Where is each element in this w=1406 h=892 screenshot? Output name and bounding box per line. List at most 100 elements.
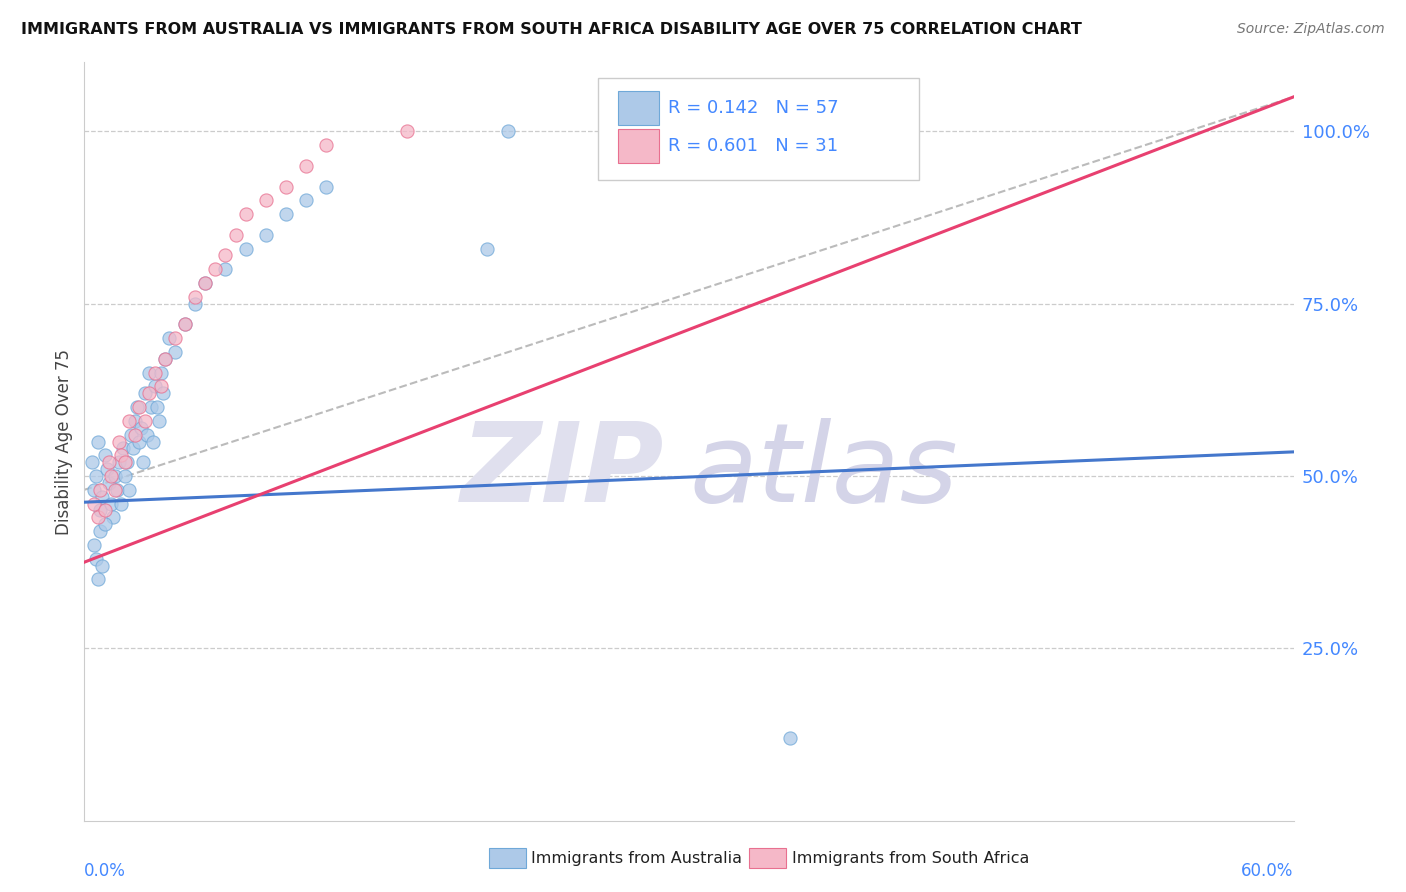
FancyBboxPatch shape xyxy=(617,129,659,162)
Point xyxy=(165,345,187,359)
Point xyxy=(395,124,418,138)
Point xyxy=(149,379,172,393)
Point xyxy=(118,483,141,497)
Point xyxy=(225,227,247,242)
Point xyxy=(184,296,207,310)
Point xyxy=(110,497,132,511)
Point xyxy=(153,351,176,366)
Point xyxy=(83,483,105,497)
Point xyxy=(146,400,169,414)
Point xyxy=(87,573,110,587)
Point xyxy=(194,276,217,290)
Point xyxy=(477,242,499,256)
Point xyxy=(107,455,129,469)
Point xyxy=(89,524,111,538)
Point xyxy=(274,207,297,221)
Point xyxy=(87,510,110,524)
Text: R = 0.601   N = 31: R = 0.601 N = 31 xyxy=(668,136,838,155)
Point xyxy=(114,455,136,469)
Point xyxy=(91,490,114,504)
Point xyxy=(153,351,176,366)
Y-axis label: Disability Age Over 75: Disability Age Over 75 xyxy=(55,349,73,534)
Point xyxy=(142,434,165,449)
Text: 60.0%: 60.0% xyxy=(1241,863,1294,880)
Point xyxy=(87,434,110,449)
Point xyxy=(104,483,127,497)
Point xyxy=(128,434,150,449)
Point xyxy=(89,483,111,497)
Point xyxy=(134,386,156,401)
Point xyxy=(105,483,128,497)
Point xyxy=(214,262,236,277)
Point xyxy=(138,366,160,380)
Point xyxy=(104,469,127,483)
Point xyxy=(174,318,197,332)
Point xyxy=(86,469,108,483)
Point xyxy=(115,455,138,469)
Point xyxy=(779,731,801,745)
Point xyxy=(254,194,277,208)
FancyBboxPatch shape xyxy=(617,91,659,125)
Point xyxy=(114,469,136,483)
Point xyxy=(129,421,152,435)
Point xyxy=(235,242,257,256)
Point xyxy=(120,427,142,442)
Point xyxy=(93,503,115,517)
Point xyxy=(111,442,134,456)
Point xyxy=(135,427,157,442)
Point xyxy=(107,434,129,449)
Point xyxy=(152,386,174,401)
Point xyxy=(91,558,114,573)
Point xyxy=(254,227,277,242)
Point xyxy=(128,400,150,414)
Point xyxy=(295,159,318,173)
Text: Immigrants from South Africa: Immigrants from South Africa xyxy=(792,851,1029,865)
Point xyxy=(274,179,297,194)
Text: R = 0.142   N = 57: R = 0.142 N = 57 xyxy=(668,99,839,117)
Point xyxy=(82,455,104,469)
Point xyxy=(204,262,226,277)
Point xyxy=(134,414,156,428)
Point xyxy=(138,386,160,401)
Point xyxy=(295,194,318,208)
Point xyxy=(165,331,187,345)
Point xyxy=(143,366,166,380)
Point xyxy=(97,455,120,469)
Point xyxy=(93,517,115,532)
Point xyxy=(124,427,146,442)
Text: 0.0%: 0.0% xyxy=(84,863,127,880)
Point xyxy=(121,442,143,456)
Point xyxy=(194,276,217,290)
Point xyxy=(110,448,132,462)
Point xyxy=(93,448,115,462)
Point xyxy=(97,475,120,490)
Point xyxy=(132,455,155,469)
Text: atlas: atlas xyxy=(689,418,957,525)
Text: ZIP: ZIP xyxy=(461,418,665,525)
Text: IMMIGRANTS FROM AUSTRALIA VS IMMIGRANTS FROM SOUTH AFRICA DISABILITY AGE OVER 75: IMMIGRANTS FROM AUSTRALIA VS IMMIGRANTS … xyxy=(21,22,1083,37)
Point xyxy=(100,497,122,511)
Point xyxy=(174,318,197,332)
Point xyxy=(118,414,141,428)
Point xyxy=(315,179,337,194)
Point xyxy=(157,331,180,345)
Point xyxy=(139,400,162,414)
Point xyxy=(89,503,111,517)
Point xyxy=(100,469,122,483)
Point xyxy=(124,414,146,428)
FancyBboxPatch shape xyxy=(599,78,918,180)
Point xyxy=(496,124,519,138)
Point xyxy=(86,551,108,566)
Point xyxy=(184,290,207,304)
Point xyxy=(125,400,148,414)
Text: Source: ZipAtlas.com: Source: ZipAtlas.com xyxy=(1237,22,1385,37)
Text: Immigrants from Australia: Immigrants from Australia xyxy=(531,851,742,865)
Point xyxy=(83,538,105,552)
Point xyxy=(149,366,172,380)
Point xyxy=(214,248,236,262)
Point xyxy=(148,414,170,428)
Point xyxy=(235,207,257,221)
Point xyxy=(143,379,166,393)
Point xyxy=(101,510,124,524)
Point xyxy=(315,138,337,153)
